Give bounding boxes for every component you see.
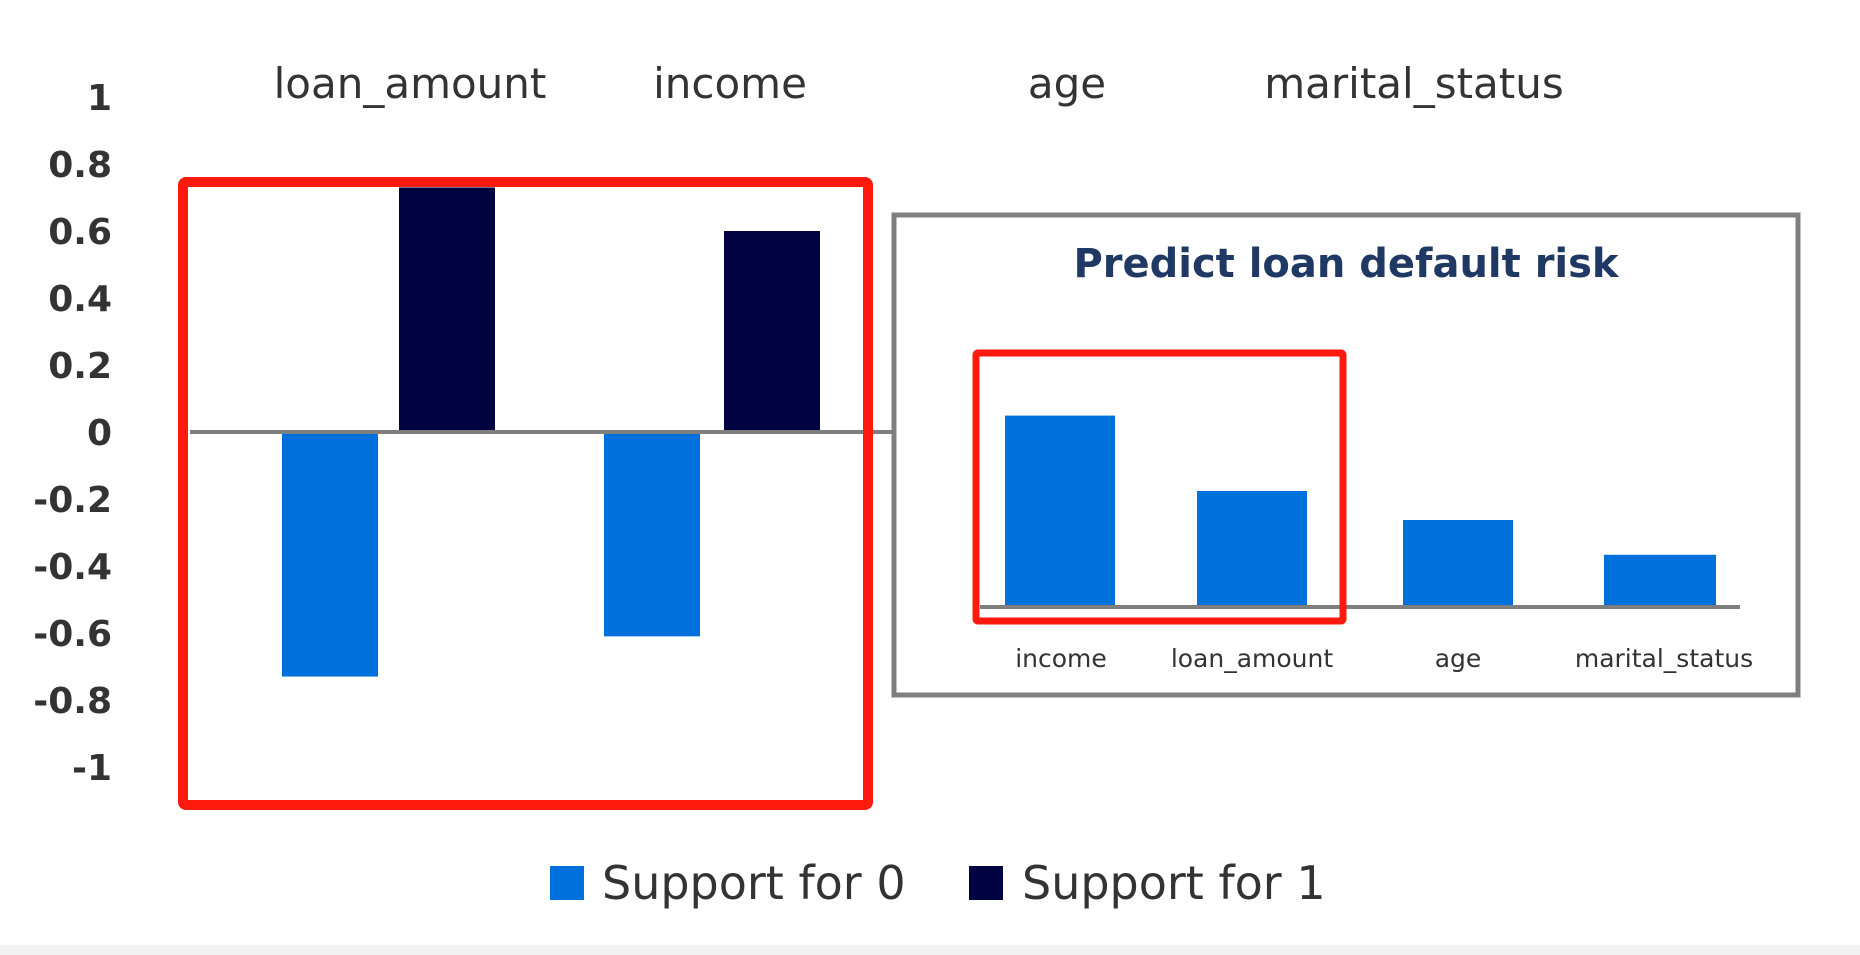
main-bars: [282, 187, 820, 677]
main-chart: 1 0.8 0.6 0.4 0.2 0 -0.2 -0.4 -0.6 -0.8 -1 loan_am…: [33, 59, 1564, 810]
bottom-strip: [0, 945, 1860, 955]
category-label-income: income: [653, 59, 807, 108]
inset-bar-income: [1005, 415, 1115, 607]
y-tick-label: 0: [87, 413, 112, 454]
y-axis-ticks: 1 0.8 0.6 0.4 0.2 0 -0.2 -0.4 -0.6 -0.8 -1: [33, 78, 112, 789]
y-tick-label: 0.2: [48, 346, 112, 387]
bar-loan-amount-support-0: [282, 432, 378, 677]
y-tick-label: 0.4: [48, 279, 112, 320]
bar-income-support-1: [724, 231, 820, 432]
inset-category-label-income: income: [1015, 644, 1107, 673]
inset-bar-loan-amount: [1197, 491, 1307, 607]
y-tick-label: -0.8: [33, 681, 112, 722]
y-tick-label: 0.8: [48, 145, 112, 186]
inset-bar-age: [1403, 520, 1513, 607]
inset-chart: Predict loan default risk income loan_amo…: [891, 212, 1801, 698]
inset-category-labels: income loan_amount age marital_status: [1015, 644, 1753, 673]
legend-swatch-support-1: [969, 866, 1003, 900]
main-highlight-box: [178, 177, 873, 810]
main-category-labels: loan_amount income age marital_status: [274, 59, 1564, 108]
category-label-marital-status: marital_status: [1264, 59, 1564, 108]
inset-bars: [1005, 415, 1716, 607]
inset-bar-marital-status: [1604, 554, 1716, 607]
inset-title: Predict loan default risk: [1073, 241, 1619, 287]
inset-highlight-box: [972, 349, 1347, 625]
category-label-age: age: [1028, 59, 1106, 108]
bar-income-support-0: [604, 432, 700, 637]
bar-loan-amount-support-1: [399, 187, 495, 432]
legend-label-support-0: Support for 0: [602, 856, 906, 910]
category-label-loan-amount: loan_amount: [274, 59, 547, 108]
y-tick-label: -0.4: [33, 547, 112, 588]
y-tick-label: 1: [87, 78, 112, 119]
inset-category-label-age: age: [1435, 644, 1482, 673]
y-tick-label: -0.2: [33, 480, 112, 521]
inset-category-label-marital-status: marital_status: [1575, 644, 1753, 673]
inset-category-label-loan-amount: loan_amount: [1171, 644, 1334, 673]
legend: Support for 0 Support for 1: [550, 856, 1326, 910]
legend-label-support-1: Support for 1: [1022, 856, 1326, 910]
legend-swatch-support-0: [550, 866, 584, 900]
y-tick-label: 0.6: [48, 212, 112, 253]
y-tick-label: -1: [72, 748, 112, 789]
y-tick-label: -0.6: [33, 614, 112, 655]
